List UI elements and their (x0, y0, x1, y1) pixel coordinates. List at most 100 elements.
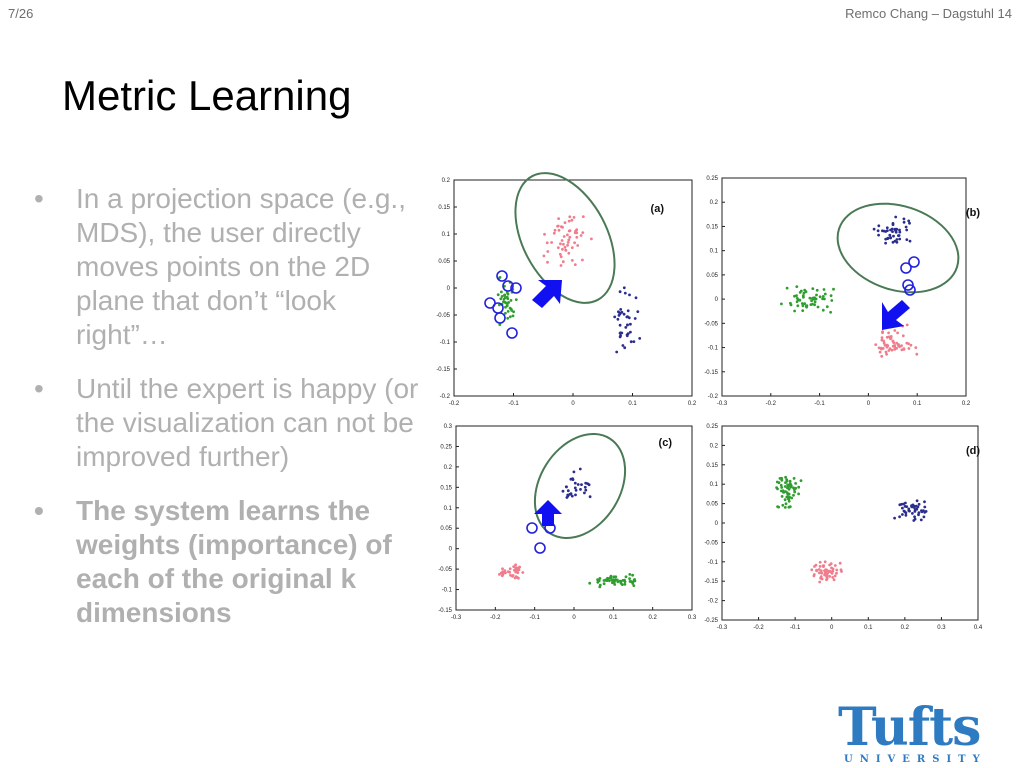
data-point (891, 223, 895, 226)
data-point (579, 488, 582, 491)
data-point (893, 227, 897, 231)
tufts-logo: Tufts UNIVERSITY (838, 702, 1004, 768)
data-point (813, 303, 816, 307)
y-tick-label: 0.15 (438, 205, 450, 211)
data-point (915, 507, 919, 511)
data-point (891, 339, 895, 343)
x-tick-label: -0.2 (490, 615, 501, 621)
data-point (562, 242, 565, 246)
bullet-text: The system learns the weights (importanc… (76, 495, 392, 628)
data-point (898, 230, 902, 234)
x-tick-label: 0.2 (901, 625, 910, 631)
x-tick-label: 0 (830, 625, 834, 631)
data-point (817, 571, 821, 575)
circled-point (908, 256, 920, 268)
data-point (632, 584, 636, 587)
data-point (500, 290, 503, 294)
data-point (882, 339, 886, 343)
data-point (820, 571, 824, 575)
data-point (580, 483, 583, 486)
data-point (625, 334, 629, 338)
data-point (777, 481, 781, 485)
data-point (887, 331, 890, 335)
data-point (907, 219, 911, 223)
data-point (508, 567, 512, 571)
data-point (514, 298, 518, 301)
data-point (828, 575, 832, 578)
data-point (908, 509, 911, 513)
data-point (505, 304, 509, 308)
y-tick-label: 0.1 (444, 506, 453, 512)
data-point (810, 299, 813, 303)
data-point (915, 352, 919, 356)
data-point (787, 505, 791, 509)
data-point (621, 344, 625, 347)
data-point (909, 343, 913, 347)
circled-point (492, 302, 504, 314)
data-point (887, 349, 891, 352)
data-point (631, 573, 634, 577)
x-tick-label: -0.2 (766, 401, 777, 407)
data-point (505, 295, 509, 299)
data-point (561, 225, 564, 229)
panel-label: (d) (966, 445, 980, 457)
selection-ellipse (836, 202, 960, 294)
data-point (612, 575, 616, 579)
data-point (620, 310, 624, 314)
y-tick-label: 0.3 (444, 424, 453, 430)
y-tick-label: 0.15 (706, 224, 718, 230)
data-point (818, 580, 822, 584)
y-tick-label: -0.05 (704, 321, 718, 327)
data-point (573, 486, 577, 490)
data-point (574, 488, 578, 492)
data-point (514, 563, 517, 567)
y-tick-label: -0.15 (704, 579, 718, 585)
data-point (573, 241, 576, 245)
data-point (917, 513, 920, 517)
data-point (915, 499, 919, 503)
data-point (792, 477, 796, 480)
data-point (619, 579, 623, 583)
y-tick-label: 0.05 (706, 502, 718, 508)
data-point (567, 219, 571, 223)
x-tick-label: -0.3 (717, 625, 728, 631)
data-point (783, 485, 787, 488)
move-arrow-icon (534, 500, 562, 526)
y-tick-label: 0.25 (706, 424, 718, 430)
data-point (511, 574, 515, 577)
data-point (825, 305, 829, 309)
data-point (619, 308, 623, 311)
data-point (801, 309, 805, 312)
data-point (502, 300, 505, 304)
data-point (885, 352, 888, 356)
data-point (832, 287, 835, 291)
x-tick-label: 0.4 (974, 625, 983, 631)
data-point (618, 290, 622, 294)
data-point (626, 309, 630, 313)
data-point (902, 220, 906, 224)
circled-point (502, 280, 514, 292)
data-point (561, 260, 565, 264)
data-point (583, 491, 586, 495)
data-point (557, 228, 561, 232)
x-tick-label: -0.3 (451, 615, 462, 621)
data-point (832, 578, 836, 582)
data-point (500, 295, 504, 298)
y-tick-label: -0.05 (438, 567, 452, 573)
circled-point (534, 542, 546, 554)
y-tick-label: -0.15 (436, 367, 450, 373)
data-point (553, 228, 557, 232)
data-point (813, 565, 816, 568)
data-point (811, 287, 815, 290)
data-point (901, 506, 904, 510)
bullet-item: • Until the expert is happy (or the visu… (34, 372, 424, 474)
y-tick-label: 0.2 (710, 443, 719, 449)
data-point (611, 581, 614, 585)
data-point (574, 229, 577, 233)
x-tick-label: 0.3 (937, 625, 946, 631)
data-point (793, 490, 797, 494)
data-point (795, 285, 799, 288)
data-point (787, 497, 791, 501)
panel-label: (c) (659, 437, 673, 449)
data-point (588, 581, 592, 585)
